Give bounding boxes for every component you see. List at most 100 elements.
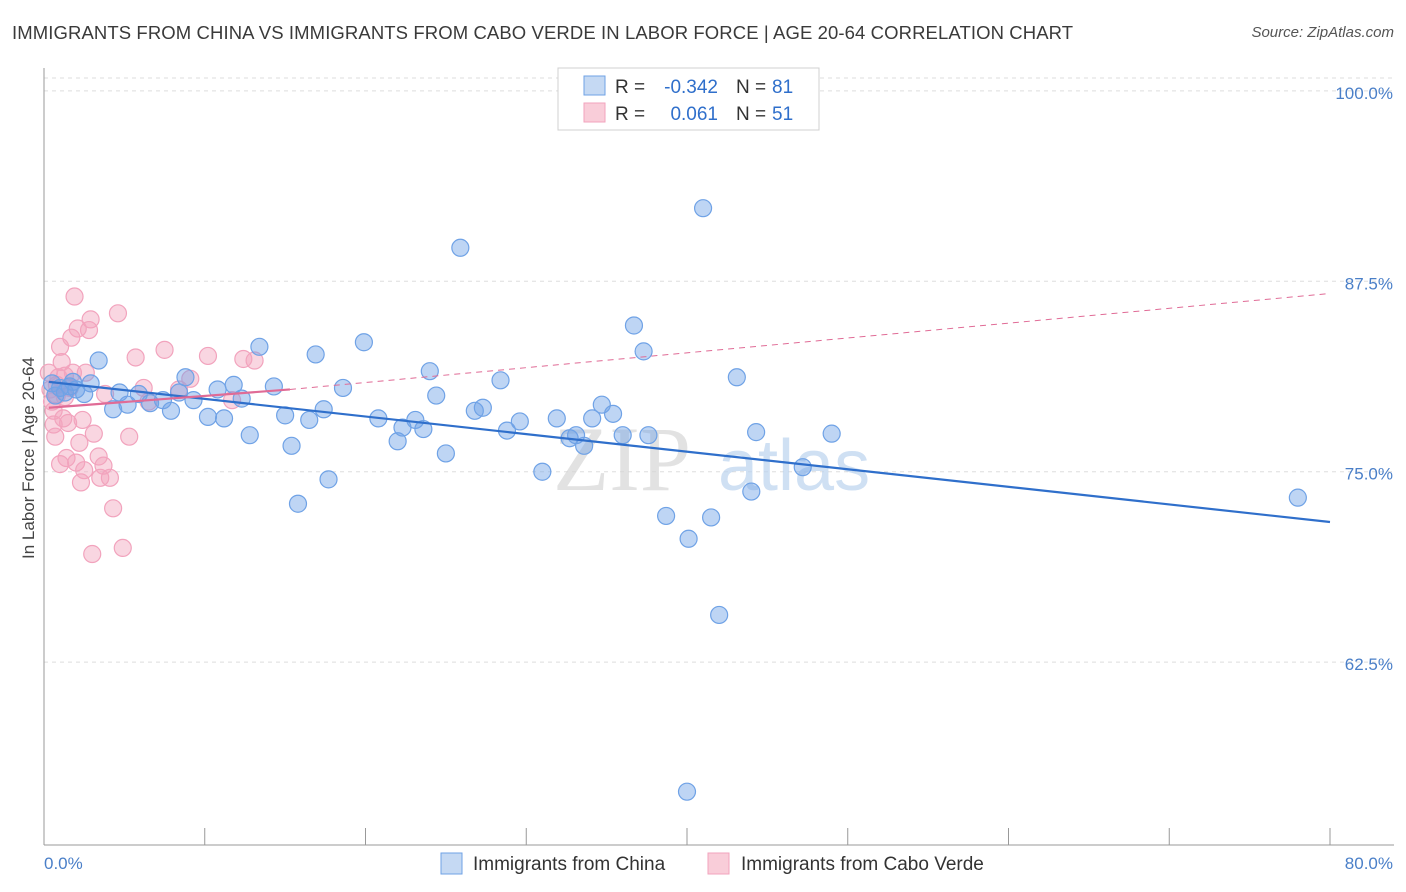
china-points [42, 199, 1307, 801]
data-point [414, 419, 433, 439]
data-point [198, 346, 218, 366]
data-point [75, 461, 94, 480]
data-point [84, 424, 103, 443]
y-tick-label: 100.0% [1335, 84, 1393, 103]
data-point [693, 199, 713, 218]
data-point [264, 377, 283, 396]
data-point [250, 337, 269, 356]
y-tick-label: 75.0% [1345, 465, 1393, 484]
data-point [603, 404, 623, 423]
data-point [113, 538, 132, 558]
y-tick-labels: 100.0% 87.5% 75.0% 62.5% [1335, 84, 1393, 674]
data-point [547, 409, 566, 428]
data-point [59, 413, 78, 433]
data-point [657, 506, 676, 526]
trend-lines [48, 292, 1331, 524]
data-point [104, 400, 123, 419]
data-point [742, 482, 761, 501]
data-point [52, 352, 71, 372]
data-point [81, 310, 100, 329]
data-point [73, 410, 92, 430]
data-point [100, 468, 120, 487]
watermark-zip: ZIP [553, 408, 691, 510]
data-point [65, 287, 84, 306]
data-point [282, 436, 301, 455]
data-point [388, 432, 407, 451]
data-point [126, 348, 145, 367]
legend-cabo-label: Immigrants from Cabo Verde [741, 854, 984, 875]
data-point [624, 316, 644, 335]
legend: Immigrants from China Immigrants from Ca… [440, 852, 984, 875]
data-point [747, 423, 766, 442]
data-point [491, 371, 510, 390]
data-point [288, 494, 308, 513]
china-n-value: 81 [772, 77, 793, 98]
data-point [710, 605, 729, 625]
data-point [583, 409, 602, 428]
data-point [319, 470, 338, 489]
data-point [81, 374, 100, 393]
cabo-r-value: 0.061 [670, 104, 718, 125]
legend-cabo-swatch [707, 852, 730, 875]
data-point [427, 386, 446, 405]
china-r-value: -0.342 [664, 77, 718, 98]
data-point [214, 409, 234, 428]
legend-china-swatch [440, 852, 463, 875]
x-tick-label-min: 0.0% [44, 854, 83, 873]
data-point [634, 342, 653, 361]
data-point [198, 407, 218, 426]
data-point [333, 378, 353, 398]
data-point [89, 447, 108, 466]
data-point [510, 412, 529, 431]
data-point [76, 363, 95, 382]
data-point [533, 462, 552, 481]
data-point [245, 351, 264, 370]
data-point [354, 333, 373, 352]
china-trend-line [48, 380, 1331, 524]
chart-title: IMMIGRANTS FROM CHINA VS IMMIGRANTS FROM… [12, 22, 1074, 43]
data-point [420, 362, 439, 381]
data-point [83, 544, 102, 564]
china-n-label: N = [736, 77, 766, 98]
data-point [155, 340, 174, 359]
grid-lines [44, 77, 1394, 663]
data-point [120, 427, 139, 446]
legend-china-label: Immigrants from China [473, 854, 666, 875]
source-label: Source: ZipAtlas.com [1251, 24, 1394, 41]
data-point [240, 426, 259, 445]
cabo-swatch [583, 102, 606, 123]
data-point [702, 508, 721, 527]
data-point [677, 782, 697, 801]
y-tick-label: 62.5% [1345, 655, 1393, 674]
data-point [822, 424, 841, 443]
data-point [104, 499, 123, 518]
data-point [108, 304, 128, 323]
data-point [679, 529, 698, 548]
data-point [451, 238, 470, 257]
data-point [89, 351, 108, 370]
x-tick-label-max: 80.0% [1345, 854, 1393, 873]
data-point [727, 368, 746, 387]
data-point [46, 427, 65, 446]
cabo-trend-line [48, 388, 291, 409]
china-swatch [583, 75, 606, 96]
data-point [613, 426, 632, 445]
y-axis-title: In Labor Force | Age 20-64 [19, 357, 38, 559]
data-point [793, 458, 812, 477]
data-point [473, 398, 492, 417]
data-point [639, 426, 658, 445]
data-point [70, 433, 89, 452]
data-point [300, 410, 319, 430]
cabo-r-label: R = [615, 104, 645, 125]
data-point [50, 455, 70, 474]
cabo-trend-extension [289, 292, 1331, 390]
data-point [176, 368, 195, 387]
x-ticks [43, 828, 1331, 845]
data-point [161, 401, 181, 420]
data-point [306, 345, 325, 364]
cabo-n-value: 51 [772, 104, 793, 125]
y-tick-label: 87.5% [1345, 274, 1393, 293]
stats-box: R = -0.342 N = 81 R = 0.061 N = 51 [557, 67, 820, 131]
data-point [184, 391, 203, 410]
